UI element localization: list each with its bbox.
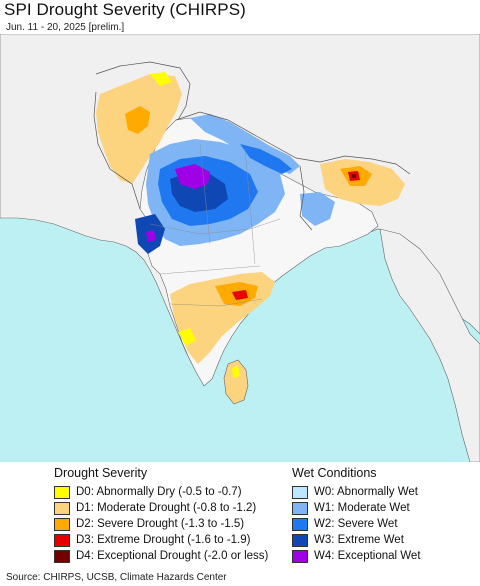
swatch-d1 <box>54 501 70 515</box>
legend-item-w1: W1: Moderate Wet <box>292 500 421 516</box>
country-borders <box>93 61 411 231</box>
region-w4-central <box>175 164 210 189</box>
swatch-w3 <box>292 533 308 547</box>
legend-item-d1: D1: Moderate Drought (-0.8 to -1.2) <box>54 500 268 516</box>
wet-legend: W0: Abnormally Wet W1: Moderate Wet W2: … <box>292 484 421 564</box>
swatch-w0 <box>292 485 308 499</box>
legend-item-d3: D3: Extreme Drought (-1.6 to -1.9) <box>54 532 268 548</box>
legend-item-d0: D0: Abnormally Dry (-0.5 to -0.7) <box>54 484 268 500</box>
legend-item-w3: W3: Extreme Wet <box>292 532 421 548</box>
drought-legend-heading: Drought Severity <box>54 466 148 480</box>
swatch-d4 <box>54 549 70 563</box>
map-title: SPI Drought Severity (CHIRPS) <box>4 0 246 19</box>
region-d0-pakistan <box>150 72 172 86</box>
state-borders <box>149 143 281 307</box>
region-d0-south <box>178 328 196 346</box>
swatch-d3 <box>54 533 70 547</box>
land-east <box>379 228 480 462</box>
swatch-d2 <box>54 517 70 531</box>
legend-item-d2: D2: Severe Drought (-1.3 to -1.5) <box>54 516 268 532</box>
region-w1-bangladesh <box>300 192 335 226</box>
region-w4-gujarat <box>146 230 156 242</box>
wet-legend-heading: Wet Conditions <box>292 466 377 480</box>
region-d4-northeast <box>352 174 356 178</box>
swatch-d0 <box>54 485 70 499</box>
region-d0-sri-lanka <box>232 366 240 378</box>
swatch-w1 <box>292 501 308 515</box>
legend-item-w4: W4: Exceptional Wet <box>292 548 421 564</box>
legend-item-w0: W0: Abnormally Wet <box>292 484 421 500</box>
swatch-w2 <box>292 517 308 531</box>
land-sri-lanka <box>223 359 249 405</box>
swatch-w4 <box>292 549 308 563</box>
legend-item-w2: W2: Severe Wet <box>292 516 421 532</box>
drought-map <box>0 34 480 462</box>
region-w2-north <box>240 144 292 174</box>
drought-legend: D0: Abnormally Dry (-0.5 to -0.7) D1: Mo… <box>54 484 268 564</box>
source-credit: Source: CHIRPS, UCSB, Climate Hazards Ce… <box>6 572 227 583</box>
region-d3-south <box>232 290 248 300</box>
map-subtitle: Jun. 11 - 20, 2025 [prelim.] <box>6 22 125 33</box>
legend-item-d4: D4: Exceptional Drought (-2.0 or less) <box>54 548 268 564</box>
region-d2-pakistan <box>125 106 150 134</box>
